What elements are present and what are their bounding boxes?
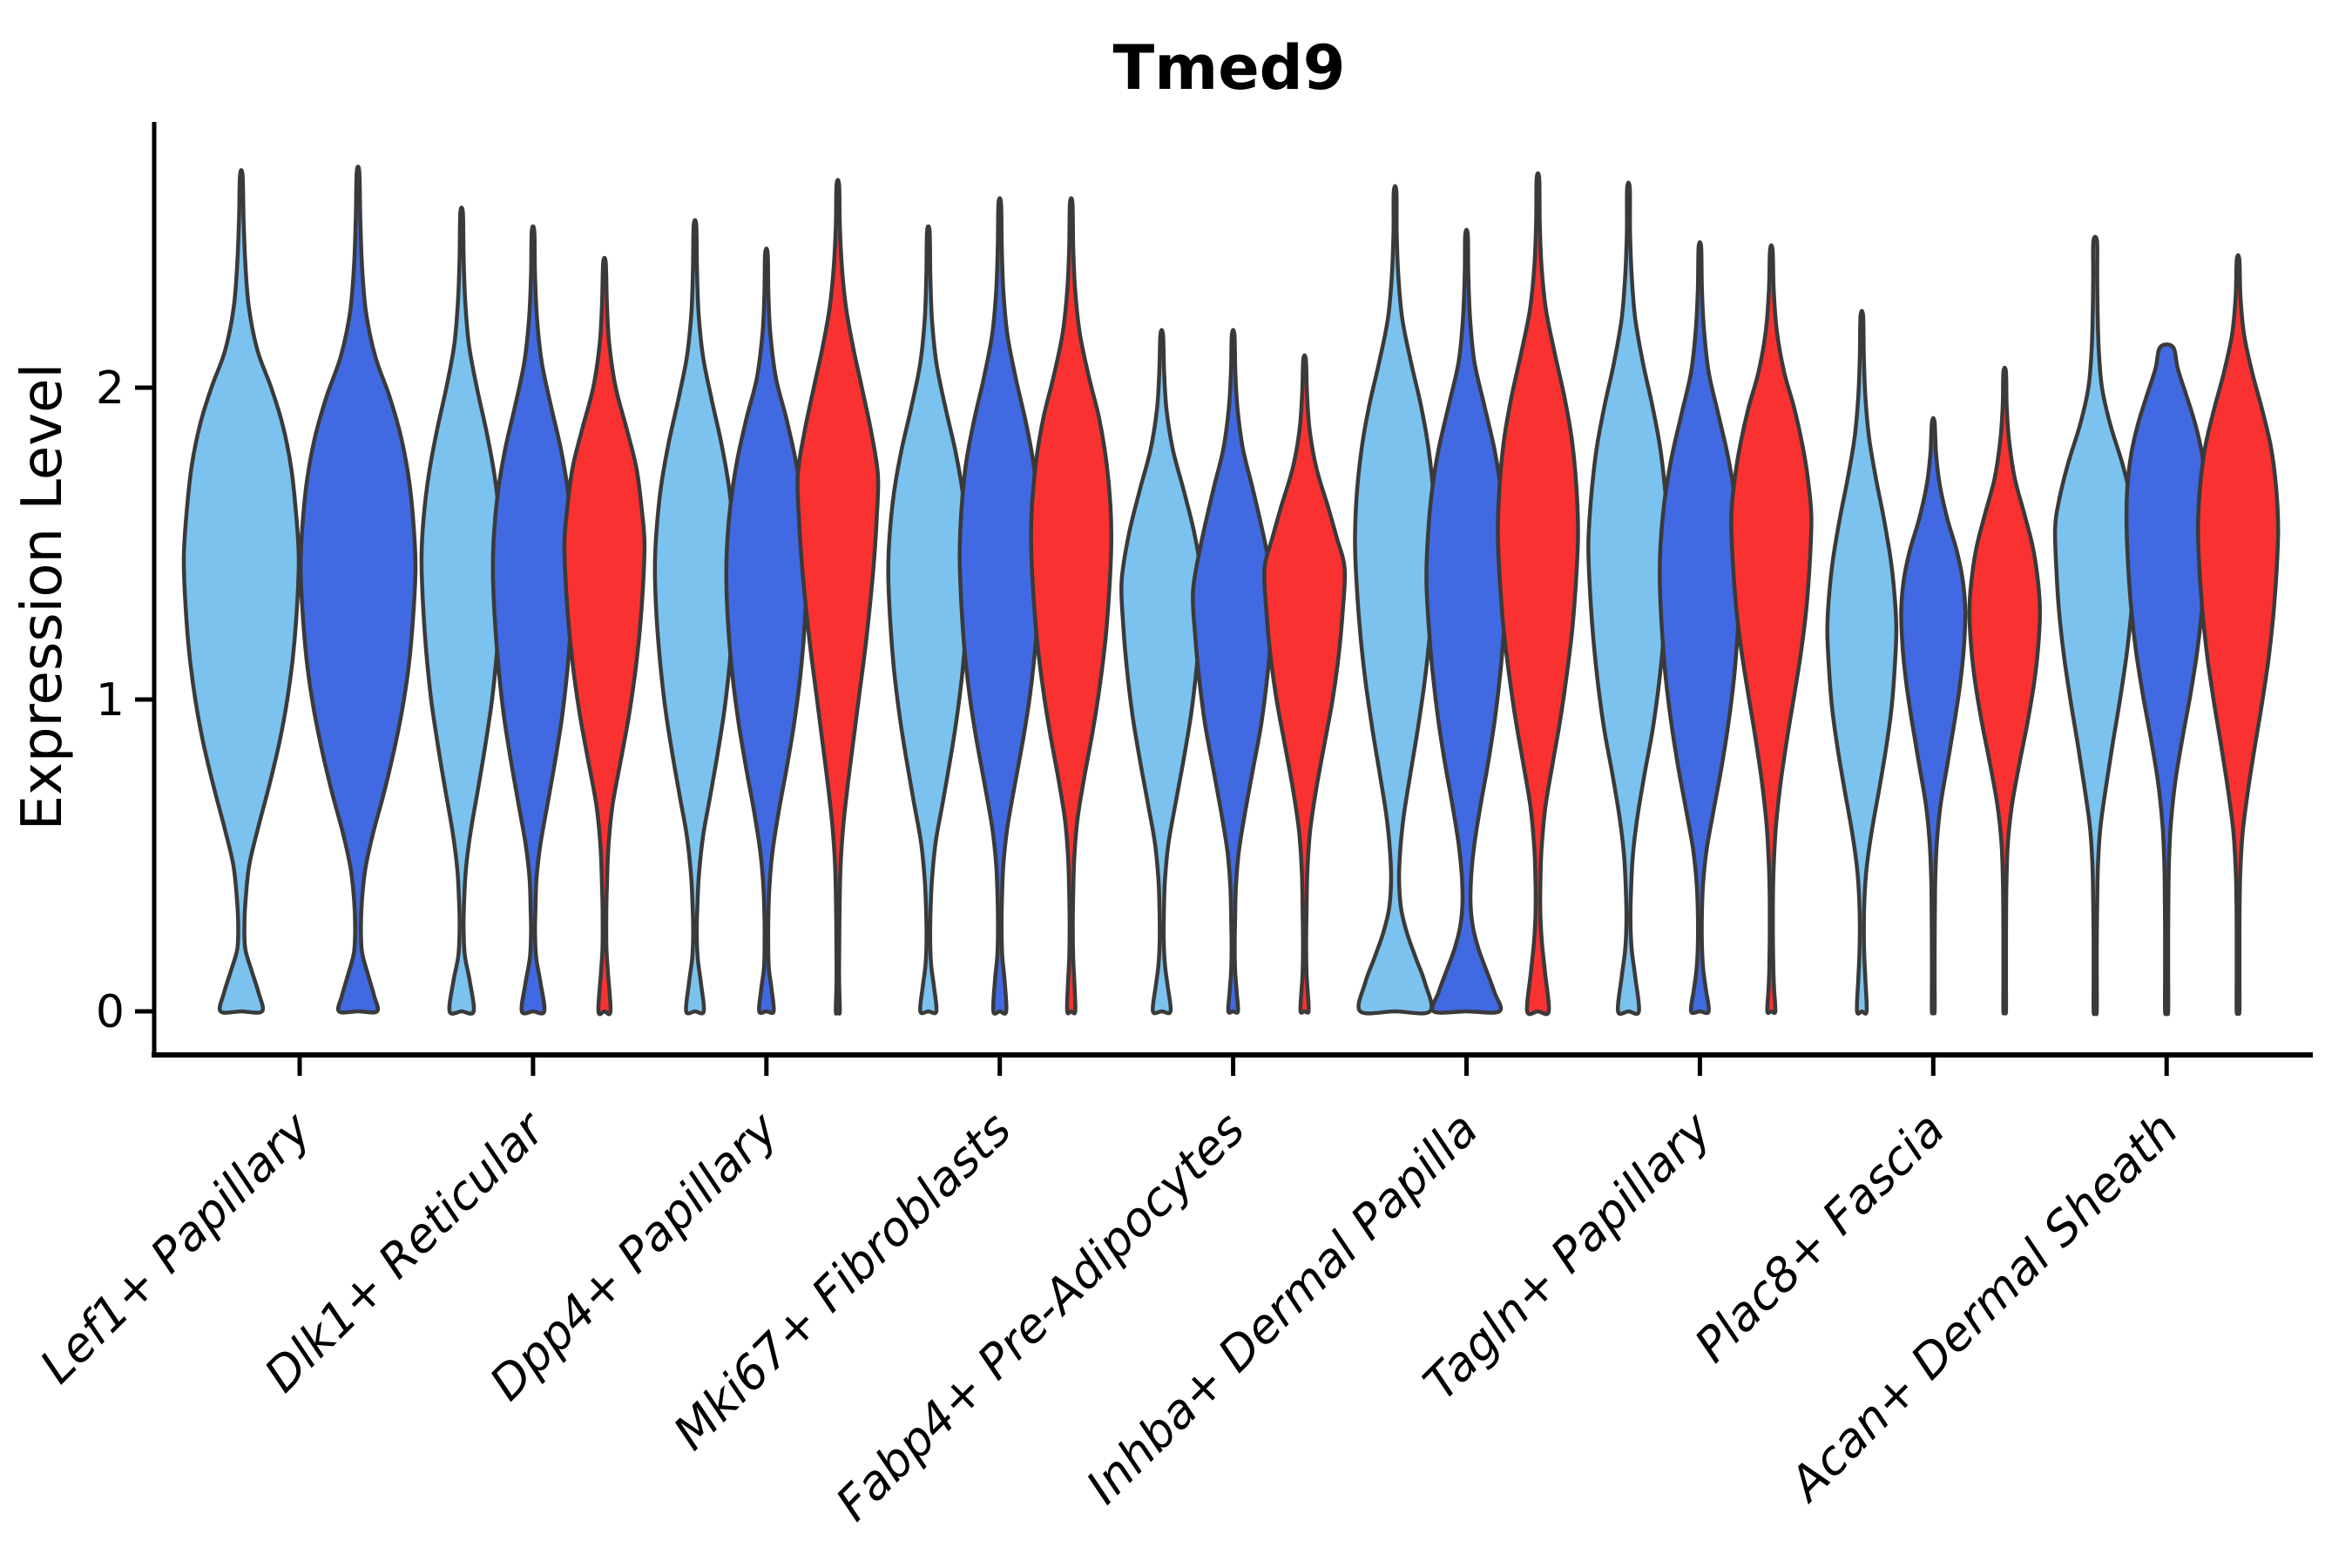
violin-plac8-light_blue xyxy=(1825,308,1899,1016)
violin-inhba-dark_blue xyxy=(1424,227,1509,1015)
violin-lef1-dark_blue xyxy=(298,165,418,1015)
violins-layer xyxy=(181,165,2281,1017)
x-tick-label: Acan+ Dermal Sheath xyxy=(1777,1102,2188,1513)
violin-tagln-dark_blue xyxy=(1658,240,1742,1016)
x-ticks-layer xyxy=(297,1055,2169,1076)
violin-tagln-light_blue xyxy=(1586,180,1671,1017)
y-tick-label-0: 0 xyxy=(96,986,125,1038)
violin-inhba-light_blue xyxy=(1353,184,1437,1016)
violin-acan-dark_blue xyxy=(2124,342,2209,1017)
x-tick-label: Fabp4+ Pre-Adipocytes xyxy=(825,1102,1254,1531)
violin-fabp4-dark_blue xyxy=(1191,328,1276,1015)
violin-acan-red xyxy=(2195,253,2281,1017)
violin-fabp4-red xyxy=(1262,353,1348,1015)
violin-dpp4-light_blue xyxy=(652,218,738,1016)
chart-title: Tmed9 xyxy=(1113,32,1346,104)
violin-plac8-dark_blue xyxy=(1899,416,1968,1016)
violin-mki67-red xyxy=(1029,196,1114,1016)
violin-plac8-red xyxy=(1967,365,2043,1016)
violin-dlk1-light_blue xyxy=(419,206,504,1016)
violin-tagln-red xyxy=(1729,243,1814,1016)
violin-dlk1-red xyxy=(562,255,647,1017)
y-axis-label: Expression Level xyxy=(10,363,75,831)
violin-dpp4-dark_blue xyxy=(724,247,809,1016)
x-tick-label: Inhba+ Dermal Papilla xyxy=(1076,1102,1489,1515)
violin-mki67-light_blue xyxy=(886,224,970,1016)
violin-dlk1-dark_blue xyxy=(490,224,576,1016)
violin-fabp4-light_blue xyxy=(1119,328,1205,1016)
violin-dpp4-red xyxy=(795,178,881,1016)
y-tick-label-2: 2 xyxy=(96,362,125,415)
violin-lef1-light_blue xyxy=(181,168,301,1015)
y-tick-label-1: 1 xyxy=(96,674,125,727)
violin-acan-light_blue xyxy=(2052,234,2138,1017)
violin-inhba-red xyxy=(1496,171,1580,1017)
violin-mki67-dark_blue xyxy=(957,196,1042,1016)
x-tick-label: Plac8+ Fascia xyxy=(1684,1102,1955,1373)
